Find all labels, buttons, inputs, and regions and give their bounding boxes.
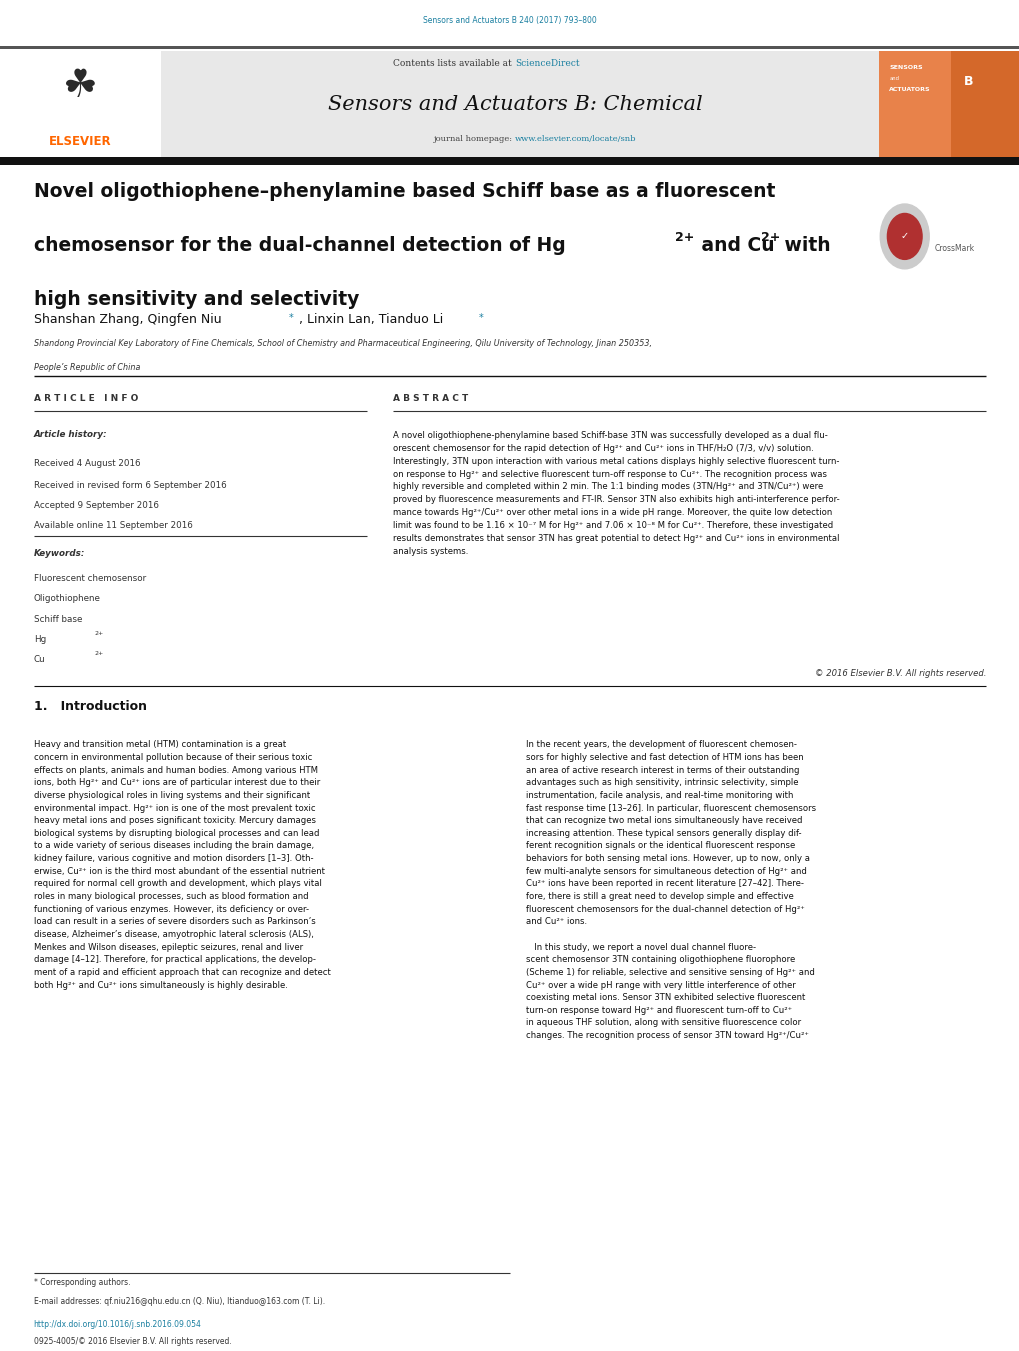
Text: Article history:: Article history: bbox=[34, 430, 107, 439]
Text: Accepted 9 September 2016: Accepted 9 September 2016 bbox=[34, 501, 158, 511]
Text: Received 4 August 2016: Received 4 August 2016 bbox=[34, 459, 140, 469]
Text: *: * bbox=[288, 313, 293, 323]
Text: A B S T R A C T: A B S T R A C T bbox=[392, 394, 468, 404]
Text: * Corresponding authors.: * Corresponding authors. bbox=[34, 1278, 130, 1288]
Text: © 2016 Elsevier B.V. All rights reserved.: © 2016 Elsevier B.V. All rights reserved… bbox=[814, 669, 985, 678]
Text: ✓: ✓ bbox=[900, 231, 908, 242]
Text: and Cu: and Cu bbox=[694, 236, 773, 255]
Circle shape bbox=[887, 213, 921, 259]
Text: Oligothiophene: Oligothiophene bbox=[34, 594, 101, 604]
FancyBboxPatch shape bbox=[878, 51, 950, 158]
Text: Heavy and transition metal (HTM) contamination is a great
concern in environment: Heavy and transition metal (HTM) contami… bbox=[34, 740, 330, 989]
Text: E-mail addresses: qf.niu216@qhu.edu.cn (Q. Niu), ltianduo@163.com (T. Li).: E-mail addresses: qf.niu216@qhu.edu.cn (… bbox=[34, 1297, 324, 1306]
Circle shape bbox=[879, 204, 928, 269]
Text: with: with bbox=[777, 236, 830, 255]
Text: Novel oligothiophene–phenylamine based Schiff base as a fluorescent: Novel oligothiophene–phenylamine based S… bbox=[34, 182, 774, 201]
Text: B: B bbox=[963, 74, 973, 88]
Text: 2+: 2+ bbox=[95, 651, 104, 657]
Text: CrossMark: CrossMark bbox=[933, 245, 973, 253]
Text: ☘: ☘ bbox=[63, 68, 98, 105]
Text: 2+: 2+ bbox=[760, 231, 780, 245]
Text: Sensors and Actuators B: Chemical: Sensors and Actuators B: Chemical bbox=[327, 95, 702, 113]
Text: ScienceDirect: ScienceDirect bbox=[515, 59, 579, 68]
FancyBboxPatch shape bbox=[0, 51, 1019, 158]
Text: Received in revised form 6 September 2016: Received in revised form 6 September 201… bbox=[34, 481, 226, 490]
Text: 1.   Introduction: 1. Introduction bbox=[34, 700, 147, 713]
Text: journal homepage:: journal homepage: bbox=[433, 135, 515, 143]
Text: Contents lists available at: Contents lists available at bbox=[393, 59, 515, 68]
Text: People’s Republic of China: People’s Republic of China bbox=[34, 363, 140, 373]
Text: 2+: 2+ bbox=[95, 631, 104, 636]
Text: A R T I C L E   I N F O: A R T I C L E I N F O bbox=[34, 394, 138, 404]
Text: , Linxin Lan, Tianduo Li: , Linxin Lan, Tianduo Li bbox=[299, 313, 442, 327]
Text: 0925-4005/© 2016 Elsevier B.V. All rights reserved.: 0925-4005/© 2016 Elsevier B.V. All right… bbox=[34, 1337, 231, 1347]
Text: A novel oligothiophene-phenylamine based Schiff-base 3TN was successfully develo: A novel oligothiophene-phenylamine based… bbox=[392, 431, 839, 555]
Text: ELSEVIER: ELSEVIER bbox=[49, 135, 112, 149]
Text: http://dx.doi.org/10.1016/j.snb.2016.09.054: http://dx.doi.org/10.1016/j.snb.2016.09.… bbox=[34, 1320, 202, 1329]
Text: SENSORS: SENSORS bbox=[889, 65, 922, 70]
Text: Schiff base: Schiff base bbox=[34, 615, 82, 624]
Text: *: * bbox=[478, 313, 483, 323]
Text: Shanshan Zhang, Qingfen Niu: Shanshan Zhang, Qingfen Niu bbox=[34, 313, 221, 327]
FancyBboxPatch shape bbox=[878, 51, 1019, 158]
Text: www.elsevier.com/locate/snb: www.elsevier.com/locate/snb bbox=[515, 135, 636, 143]
Text: Hg: Hg bbox=[34, 635, 46, 644]
FancyBboxPatch shape bbox=[0, 157, 1019, 165]
Text: Shandong Provincial Key Laboratory of Fine Chemicals, School of Chemistry and Ph: Shandong Provincial Key Laboratory of Fi… bbox=[34, 339, 651, 349]
Text: Cu: Cu bbox=[34, 655, 45, 665]
Text: ACTUATORS: ACTUATORS bbox=[889, 86, 930, 92]
Text: Available online 11 September 2016: Available online 11 September 2016 bbox=[34, 521, 193, 531]
Text: and: and bbox=[889, 76, 899, 81]
Text: Sensors and Actuators B 240 (2017) 793–800: Sensors and Actuators B 240 (2017) 793–8… bbox=[423, 16, 596, 26]
Text: In the recent years, the development of fluorescent chemosen-
sors for highly se: In the recent years, the development of … bbox=[526, 740, 815, 1040]
FancyBboxPatch shape bbox=[0, 46, 1019, 49]
Text: high sensitivity and selectivity: high sensitivity and selectivity bbox=[34, 290, 359, 309]
Text: Keywords:: Keywords: bbox=[34, 549, 85, 558]
Text: chemosensor for the dual-channel detection of Hg: chemosensor for the dual-channel detecti… bbox=[34, 236, 565, 255]
Text: 2+: 2+ bbox=[675, 231, 694, 245]
FancyBboxPatch shape bbox=[0, 51, 161, 158]
Text: Fluorescent chemosensor: Fluorescent chemosensor bbox=[34, 574, 146, 584]
